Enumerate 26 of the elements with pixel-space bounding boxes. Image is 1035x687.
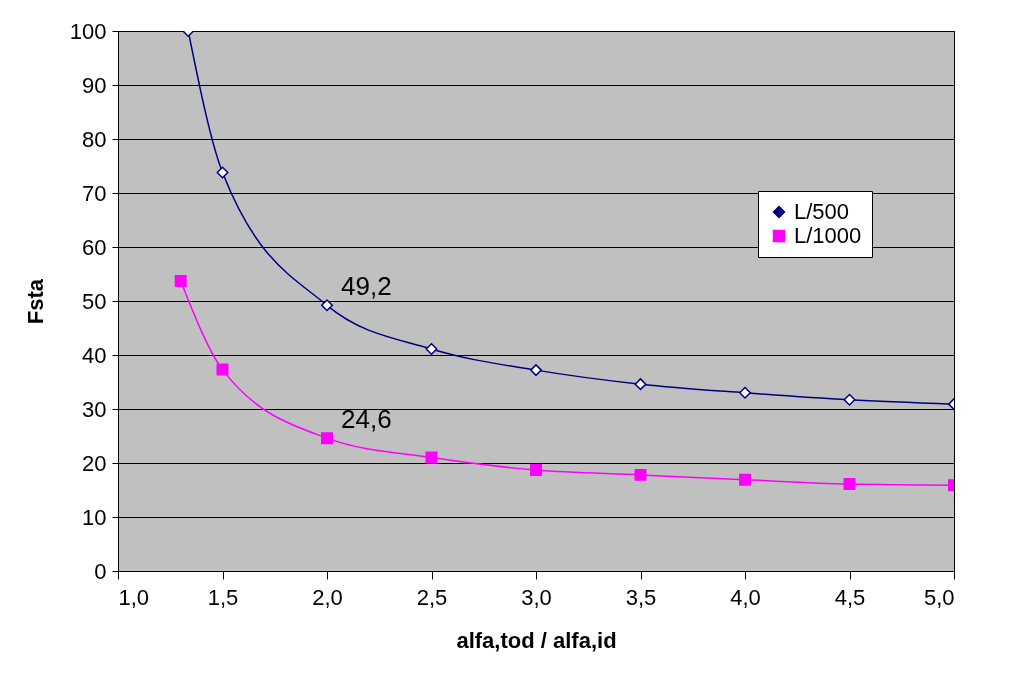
- x-tick-label: 4,5: [834, 584, 866, 610]
- x-tick-label: 1,0: [118, 584, 150, 610]
- x-tick-label: 5,0: [923, 584, 955, 610]
- x-tick-label: 4,0: [730, 584, 761, 610]
- x-tick-label: 2,0: [312, 584, 343, 610]
- y-tick-label: 60: [82, 234, 107, 260]
- legend-label: L/1000: [794, 223, 862, 248]
- y-tick-label: 90: [82, 72, 107, 98]
- y-tick-label: 80: [82, 126, 107, 152]
- y-tick-label: 50: [82, 288, 107, 314]
- y-tick-label: 10: [82, 504, 107, 530]
- y-tick-label: 70: [82, 180, 107, 206]
- y-tick-label: 20: [82, 450, 107, 476]
- x-tick-label: 1,5: [207, 584, 239, 610]
- x-tick-label: 3,5: [625, 584, 657, 610]
- y-tick-label: 0: [94, 558, 107, 584]
- y-axis-title: Fsta: [22, 278, 48, 325]
- legend-label: L/500: [794, 199, 850, 224]
- annotation: 49,2: [341, 271, 392, 302]
- annotation: 24,6: [341, 404, 392, 435]
- x-tick-label: 3,0: [521, 584, 552, 610]
- x-axis-title: alfa,tod / alfa,id: [456, 627, 617, 653]
- y-tick-label: 30: [82, 396, 107, 422]
- y-tick-label: 40: [82, 342, 107, 368]
- y-tick-label: 100: [69, 18, 107, 44]
- x-tick-label: 2,5: [416, 584, 448, 610]
